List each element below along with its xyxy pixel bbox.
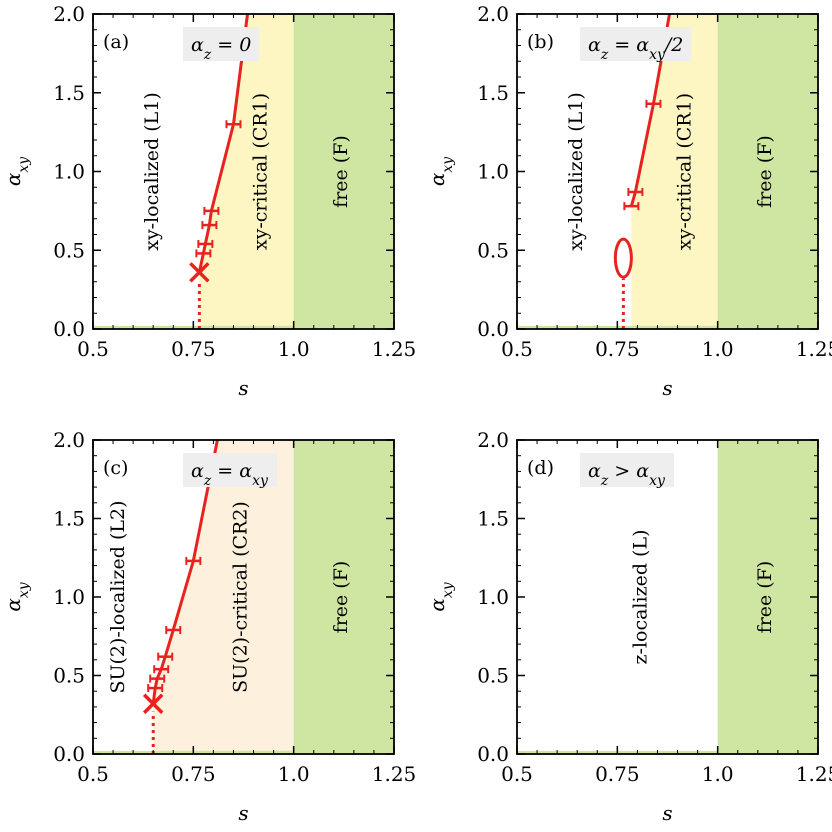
y-axis-label: αxy [425, 156, 456, 186]
y-tick-label: 1.5 [53, 507, 85, 531]
bottom-band [93, 325, 394, 329]
region-label: free (F) [330, 135, 352, 208]
x-axis-label: s [238, 801, 248, 825]
free-region [293, 14, 394, 329]
panel-label: (c) [103, 457, 128, 479]
y-tick-label: 0.5 [53, 238, 85, 262]
region-label: xy-localized (L1) [141, 92, 163, 251]
y-tick-label: 0.5 [477, 664, 509, 688]
region-label: free (F) [754, 561, 776, 634]
y-tick-label: 1.5 [477, 81, 509, 105]
x-tick-label: 1.0 [702, 762, 734, 786]
y-tick-label: 2.0 [477, 2, 509, 26]
region-label: xy-critical (CR1) [250, 93, 272, 250]
x-tick-label: 0.75 [171, 337, 216, 361]
region-label: free (F) [330, 561, 352, 634]
x-tick-label: 1.25 [796, 762, 832, 786]
x-tick-label: 1.25 [372, 762, 417, 786]
y-axis-label: αxy [1, 581, 32, 611]
condition-box [580, 453, 674, 487]
y-tick-label: 1.0 [477, 160, 509, 184]
critical-region [199, 14, 294, 329]
y-tick-label: 0.5 [53, 664, 85, 688]
y-tick-label: 0.0 [53, 742, 85, 766]
x-axis-label: s [238, 376, 248, 400]
x-tick-label: 0.5 [501, 337, 533, 361]
y-tick-label: 1.5 [53, 81, 85, 105]
y-tick-label: 0.0 [477, 742, 509, 766]
free-region [717, 14, 818, 329]
condition-label: αz > αxy [588, 460, 666, 489]
x-axis-label: s [662, 801, 672, 825]
panel-2: xy-localized (L1) xy-critical (CR1) free (… [425, 2, 832, 400]
y-tick-label: 1.0 [477, 585, 509, 609]
panel-1: xy-localized (L1) xy-critical (CR1) free (… [1, 2, 416, 400]
panel-label: (b) [527, 31, 554, 53]
critical-region [631, 14, 718, 329]
x-tick-label: 1.0 [278, 337, 310, 361]
y-tick-label: 0.0 [53, 317, 85, 341]
region-label: SU(2)-critical (CR2) [229, 501, 251, 693]
panel-4: z-localized (L) free (F) (d) αz > αxy 0.5 0.7… [425, 428, 832, 825]
bottom-band [517, 325, 818, 329]
region-label: xy-localized (L1) [565, 92, 587, 251]
critical-region [153, 440, 294, 754]
region-label: z-localized (L) [629, 530, 651, 665]
condition-box [580, 27, 692, 61]
y-tick-label: 2.0 [477, 428, 509, 452]
x-tick-label: 0.5 [77, 337, 109, 361]
free-region [717, 440, 818, 754]
x-tick-label: 1.25 [372, 337, 417, 361]
panel-label: (a) [103, 31, 129, 53]
panel-3: SU(2)-localized (L2) SU(2)-critical (CR2)… [1, 428, 416, 825]
x-tick-label: 1.25 [796, 337, 832, 361]
region-label: free (F) [754, 135, 776, 208]
y-tick-label: 1.0 [53, 160, 85, 184]
y-tick-label: 1.5 [477, 507, 509, 531]
endpoint-cross [142, 693, 164, 714]
x-tick-label: 1.0 [702, 337, 734, 361]
region-label: xy-critical (CR1) [674, 93, 696, 250]
panel-label: (d) [527, 457, 554, 479]
condition-label: αz = αxy/2 [588, 34, 683, 63]
y-axis-label: αxy [425, 581, 456, 611]
bottom-band [93, 750, 394, 754]
y-tick-label: 2.0 [53, 428, 85, 452]
endpoint-ellipse [613, 237, 633, 279]
bottom-band [517, 750, 818, 754]
condition-box [183, 453, 277, 487]
condition-label: αz = 0 [191, 34, 251, 63]
x-tick-label: 0.75 [171, 762, 216, 786]
region-label: SU(2)-localized (L2) [107, 501, 129, 694]
x-tick-label: 0.75 [595, 337, 640, 361]
x-tick-label: 0.5 [77, 762, 109, 786]
y-tick-label: 1.0 [53, 585, 85, 609]
y-tick-label: 2.0 [53, 2, 85, 26]
y-tick-label: 0.0 [477, 317, 509, 341]
y-axis-label: αxy [1, 156, 32, 186]
endpoint-cross [189, 262, 210, 283]
x-tick-label: 1.0 [278, 762, 310, 786]
x-tick-label: 0.5 [501, 762, 533, 786]
condition-label: αz = αxy [191, 460, 269, 489]
x-tick-label: 0.75 [595, 762, 640, 786]
free-region [293, 440, 394, 754]
x-axis-label: s [662, 376, 672, 400]
condition-box [183, 27, 260, 61]
y-tick-label: 0.5 [477, 238, 509, 262]
phase-boundary-line [151, 439, 219, 704]
